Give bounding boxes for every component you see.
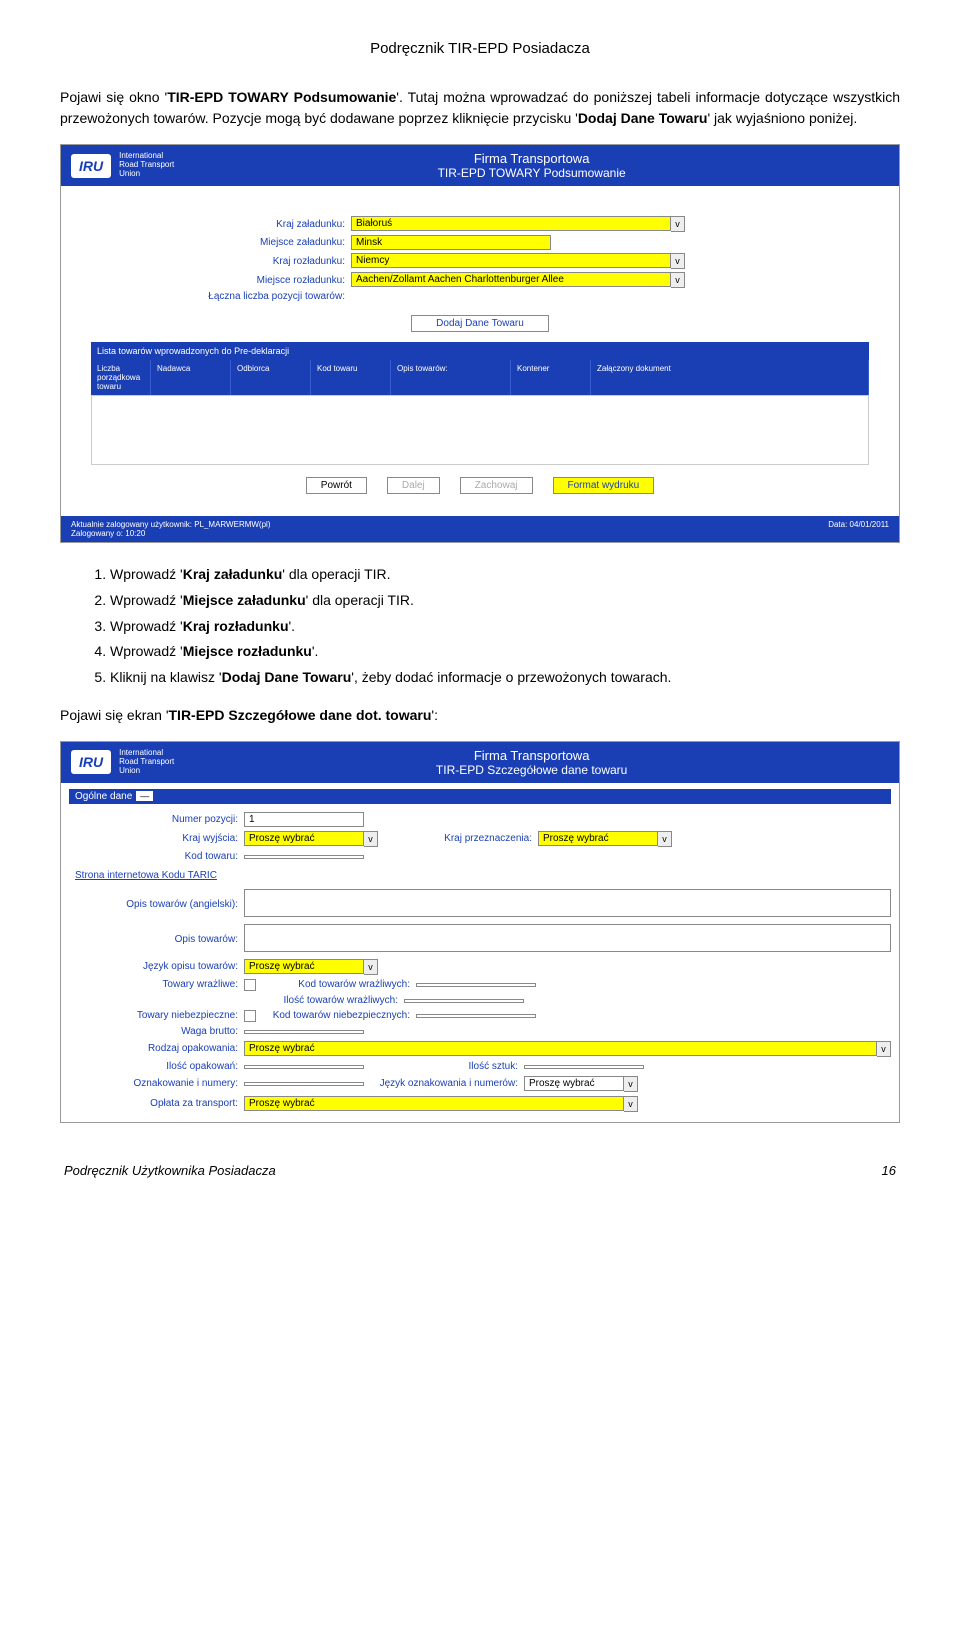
label-laczna-liczba: Łączna liczba pozycji towarów: xyxy=(91,291,351,302)
banner-page-title: TIR-EPD TOWARY Podsumowanie xyxy=(174,166,889,180)
iru-subtitle: International Road Transport Union xyxy=(119,749,174,775)
label-kraj-zaladunku: Kraj załadunku: xyxy=(91,219,351,230)
page-number: 16 xyxy=(882,1163,896,1178)
input-kod-towaru[interactable] xyxy=(244,855,364,859)
label-numer-pozycji: Numer pozycji: xyxy=(69,814,244,825)
input-kod-niebezpiecznych[interactable] xyxy=(416,1014,536,1018)
banner: IRU International Road Transport Union F… xyxy=(61,145,899,186)
select-kraj-wyjscia[interactable]: Proszę wybrać xyxy=(244,831,364,846)
label-towary-niebezpieczne: Towary niebezpieczne: xyxy=(69,1010,244,1021)
chevron-down-icon[interactable]: v xyxy=(671,253,685,269)
select-kraj-przeznaczenia[interactable]: Proszę wybrać xyxy=(538,831,658,846)
input-kod-wrazliwych[interactable] xyxy=(416,983,536,987)
label-miejsce-zaladunku: Miejsce załadunku: xyxy=(91,237,351,248)
input-miejsce-zaladunku[interactable]: Minsk xyxy=(351,235,551,250)
label-oznakowanie: Oznakowanie i numery: xyxy=(69,1078,244,1089)
chevron-down-icon[interactable]: v xyxy=(671,216,685,232)
taric-link[interactable]: Strona internetowa Kodu TARIC xyxy=(75,870,217,881)
banner-company: Firma Transportowa xyxy=(174,748,889,763)
screenshot-szczegolowe-dane: IRU International Road Transport Union F… xyxy=(60,741,900,1123)
banner-page-title-2: TIR-EPD Szczegółowe dane towaru xyxy=(174,763,889,777)
format-wydruku-button[interactable]: Format wydruku xyxy=(553,477,655,494)
label-oplata: Opłata za transport: xyxy=(69,1098,244,1109)
input-numer-pozycji[interactable]: 1 xyxy=(244,812,364,827)
label-ilosc-opakowan: Ilość opakowań: xyxy=(69,1061,244,1072)
textarea-opis[interactable] xyxy=(244,924,891,952)
checkbox-towary-wrazliwe[interactable] xyxy=(244,979,256,991)
banner-company: Firma Transportowa xyxy=(174,151,889,166)
input-ilosc-sztuk[interactable] xyxy=(524,1065,644,1069)
table-body-empty xyxy=(91,395,869,465)
banner-2: IRU International Road Transport Union F… xyxy=(61,742,899,783)
select-miejsce-rozladunku[interactable]: Aachen/Zollamt Aachen Charlottenburger A… xyxy=(351,272,671,287)
label-opis: Opis towarów: xyxy=(69,934,244,945)
chevron-down-icon[interactable]: v xyxy=(364,959,378,975)
status-bar: Aktualnie zalogowany użytkownik: PL_MARW… xyxy=(61,516,899,542)
powrot-button[interactable]: Powrót xyxy=(306,477,367,494)
label-waga-brutto: Waga brutto: xyxy=(69,1026,244,1037)
label-jezyk-oznakowania: Język oznakowania i numerów: xyxy=(364,1078,524,1089)
iru-logo: IRU xyxy=(71,154,111,178)
select-oplata[interactable]: Proszę wybrać xyxy=(244,1096,624,1111)
iru-logo: IRU xyxy=(71,750,111,774)
select-rodzaj-opakowania[interactable]: Proszę wybrać xyxy=(244,1041,877,1056)
instruction-list: Wprowadź 'Kraj załadunku' dla operacji T… xyxy=(110,563,900,690)
para-2: Pojawi się ekran 'TIR-EPD Szczegółowe da… xyxy=(60,705,900,726)
chevron-down-icon[interactable]: v xyxy=(658,831,672,847)
page-footer: Podręcznik Użytkownika Posiadacza 16 xyxy=(60,1163,900,1178)
label-kod-niebezpiecznych: Kod towarów niebezpiecznych: xyxy=(256,1010,416,1021)
input-oznakowanie[interactable] xyxy=(244,1082,364,1086)
label-jezyk-opisu: Język opisu towarów: xyxy=(69,961,244,972)
zachowaj-button[interactable]: Zachowaj xyxy=(460,477,533,494)
label-kraj-przeznaczenia: Kraj przeznaczenia: xyxy=(378,833,538,844)
chevron-down-icon[interactable]: v xyxy=(877,1041,891,1057)
dalej-button[interactable]: Dalej xyxy=(387,477,440,494)
section-ogolne-dane: Ogólne dane— xyxy=(69,789,891,804)
label-towary-wrazliwe: Towary wrażliwe: xyxy=(69,979,244,990)
dodaj-dane-towaru-button[interactable]: Dodaj Dane Towaru xyxy=(411,315,549,332)
table-columns: Liczba porządkowa towaru Nadawca Odbiorc… xyxy=(91,360,869,395)
chevron-down-icon[interactable]: v xyxy=(624,1096,638,1112)
label-kraj-wyjscia: Kraj wyjścia: xyxy=(69,833,244,844)
checkbox-towary-niebezpieczne[interactable] xyxy=(244,1010,256,1022)
intro-paragraph: Pojawi się okno 'TIR-EPD TOWARY Podsumow… xyxy=(60,87,900,129)
label-ilosc-sztuk: Ilość sztuk: xyxy=(364,1061,524,1072)
input-ilosc-opakowan[interactable] xyxy=(244,1065,364,1069)
collapse-icon[interactable]: — xyxy=(136,791,153,801)
select-kraj-zaladunku[interactable]: Białoruś xyxy=(351,216,671,231)
footer-title: Podręcznik Użytkownika Posiadacza xyxy=(64,1163,276,1178)
label-rodzaj-opakowania: Rodzaj opakowania: xyxy=(69,1043,244,1054)
label-opis-angielski: Opis towarów (angielski): xyxy=(69,899,244,910)
label-kod-towaru: Kod towaru: xyxy=(69,851,244,862)
select-jezyk-oznakowania[interactable]: Proszę wybrać xyxy=(524,1076,624,1091)
select-jezyk-opisu[interactable]: Proszę wybrać xyxy=(244,959,364,974)
chevron-down-icon[interactable]: v xyxy=(671,272,685,288)
input-waga-brutto[interactable] xyxy=(244,1030,364,1034)
doc-header: Podręcznik TIR-EPD Posiadacza xyxy=(60,40,900,57)
textarea-opis-angielski[interactable] xyxy=(244,889,891,917)
label-miejsce-rozladunku: Miejsce rozładunku: xyxy=(91,275,351,286)
input-ilosc-wrazliwych[interactable] xyxy=(404,999,524,1003)
iru-subtitle: International Road Transport Union xyxy=(119,152,174,178)
screenshot-towary-podsumowanie: IRU International Road Transport Union F… xyxy=(60,144,900,543)
select-kraj-rozladunku[interactable]: Niemcy xyxy=(351,253,671,268)
label-kod-wrazliwych: Kod towarów wrażliwych: xyxy=(256,979,416,990)
chevron-down-icon[interactable]: v xyxy=(624,1076,638,1092)
table-title: Lista towarów wprowadzonych do Pre-dekla… xyxy=(91,342,869,360)
label-kraj-rozladunku: Kraj rozładunku: xyxy=(91,256,351,267)
chevron-down-icon[interactable]: v xyxy=(364,831,378,847)
label-ilosc-wrazliwych: Ilość towarów wrażliwych: xyxy=(244,995,404,1006)
